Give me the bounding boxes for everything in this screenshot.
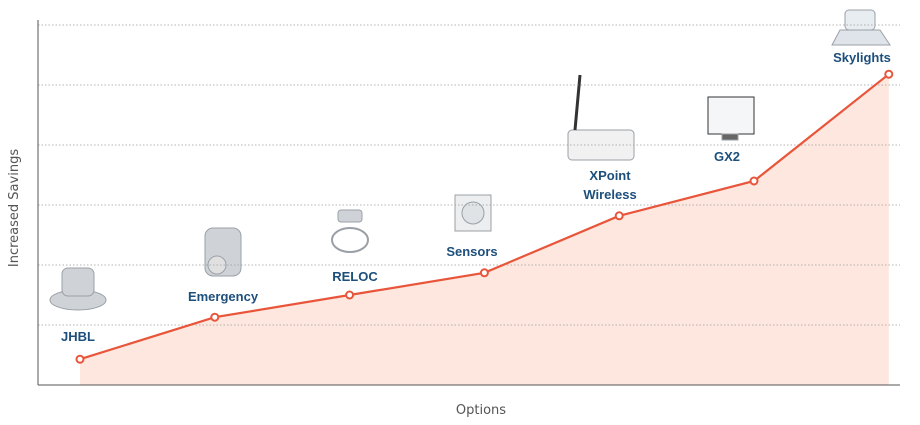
point: [346, 292, 353, 299]
category-label: Emergency: [183, 287, 263, 306]
point: [885, 71, 892, 78]
point: [211, 314, 218, 321]
chart: Increased Savings Options JHBL Emergency RE…: [0, 0, 920, 425]
y-axis-label: Increased Savings: [7, 149, 22, 267]
category-label: RELOC: [315, 267, 395, 286]
category-label: Skylights: [822, 48, 902, 67]
x-axis-label: Options: [456, 403, 506, 418]
category-label: XPoint Wireless: [575, 166, 645, 204]
category-label: Sensors: [432, 242, 512, 261]
point: [751, 178, 758, 185]
category-label: GX2: [687, 147, 767, 166]
chart-svg: Increased Savings Options: [0, 0, 920, 425]
point: [481, 269, 488, 276]
point: [616, 212, 623, 219]
category-label: JHBL: [38, 327, 118, 346]
point: [77, 356, 84, 363]
